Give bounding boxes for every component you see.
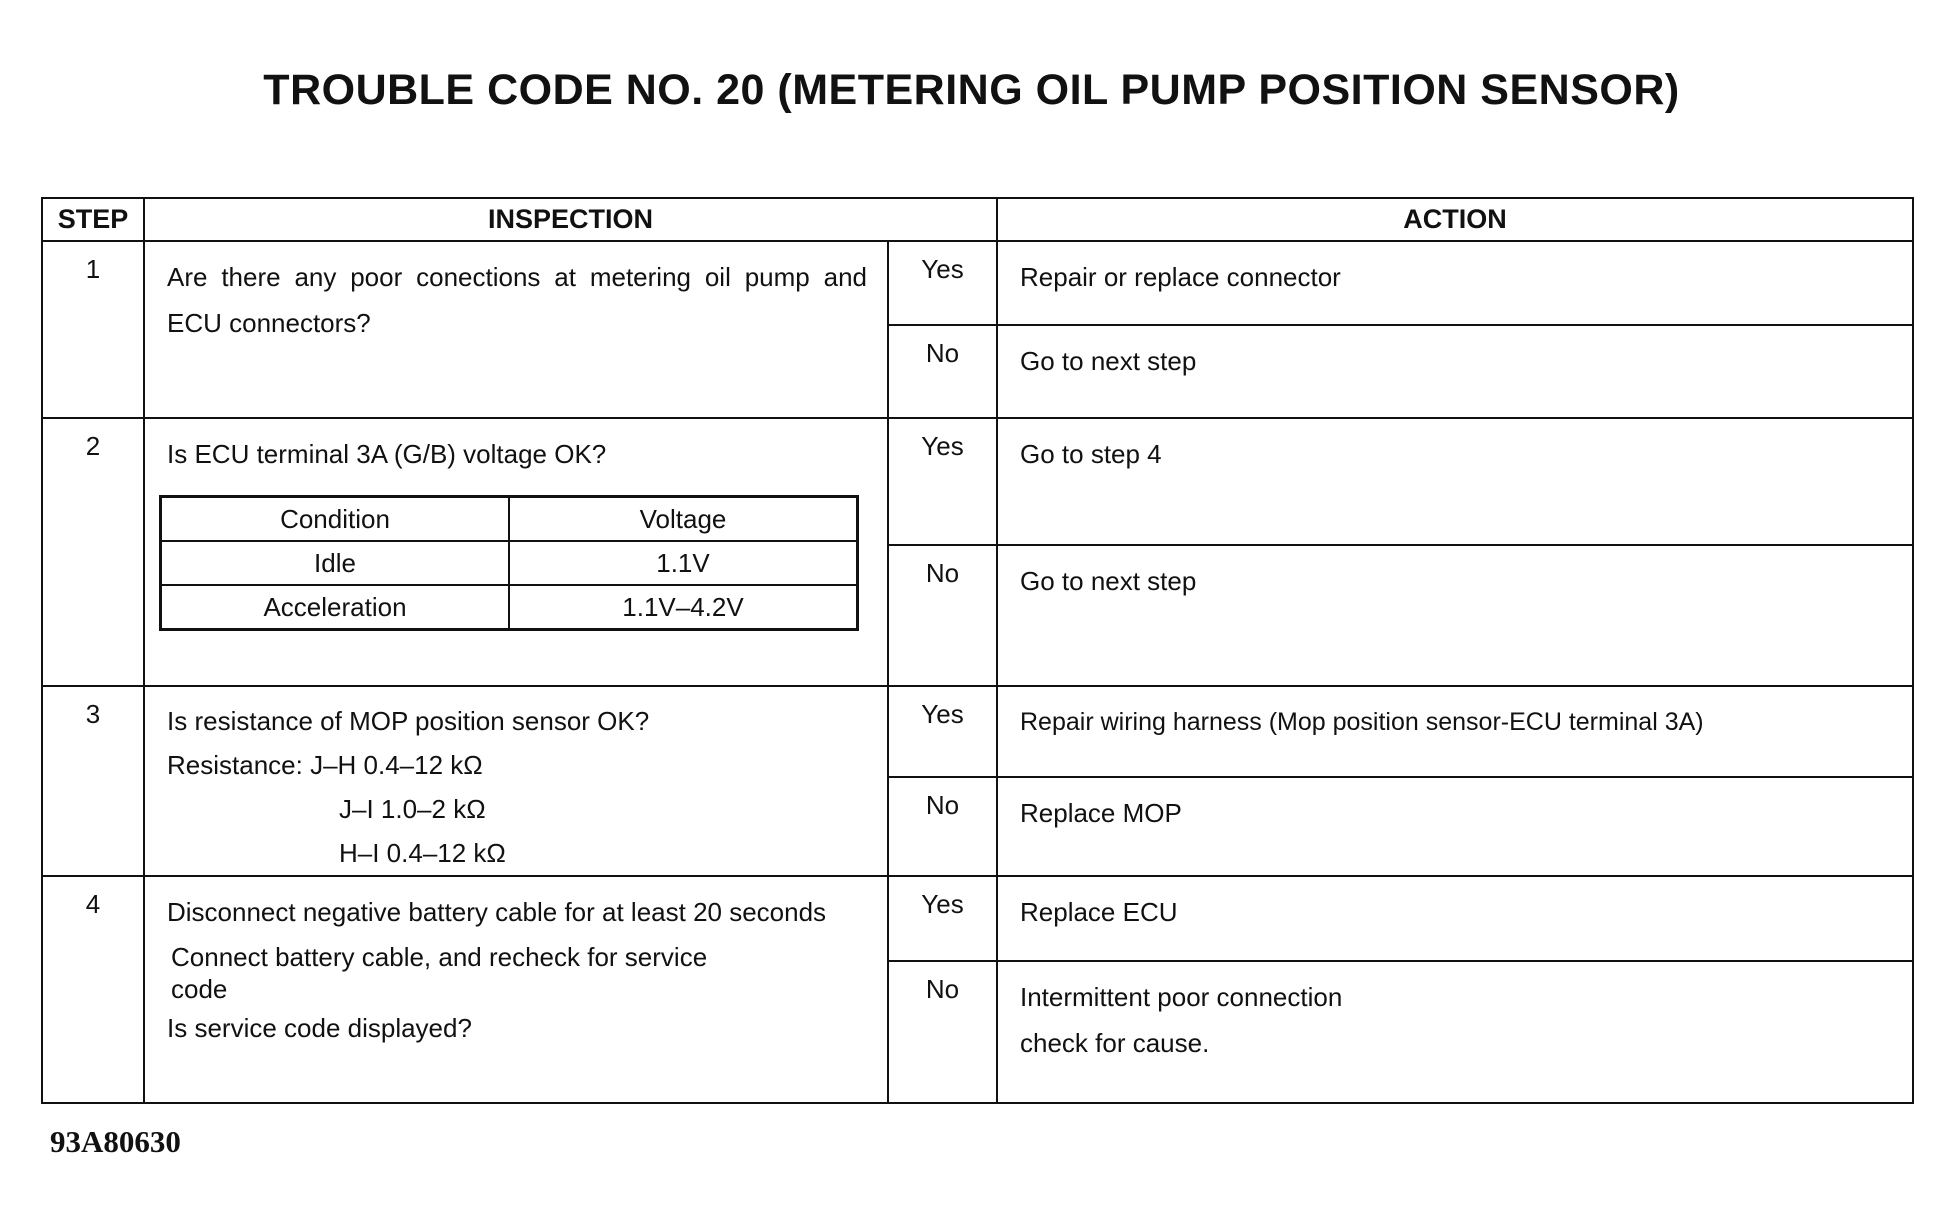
inspection-text: Disconnect negative battery cable for at… <box>167 897 827 927</box>
header-step: STEP <box>41 197 145 242</box>
header-row: STEP INSPECTION ACTION <box>41 197 1914 242</box>
no-action: Intermittent poor connection <box>1020 982 1343 1012</box>
table-row: No Go to next step <box>42 324 1914 419</box>
step-number: 1 <box>41 240 145 419</box>
yes-action: Repair wiring harness (Mop position sens… <box>996 685 1914 778</box>
page-title: TROUBLE CODE NO. 20 (METERING OIL PUMP P… <box>263 66 1680 114</box>
no-label: No <box>887 960 998 1104</box>
step-number: 4 <box>41 875 145 1104</box>
voltage-header-voltage: Voltage <box>508 495 859 542</box>
resistance-spec: H–I 0.4–12 kΩ <box>339 838 506 868</box>
resistance-spec: J–I 1.0–2 kΩ <box>339 794 486 824</box>
yes-label: Yes <box>887 685 998 778</box>
table-row: No Replace MOP <box>42 775 1914 878</box>
condition-cell: Idle <box>159 540 510 586</box>
table-row: 4 Disconnect negative battery cable for … <box>41 875 1914 1104</box>
table-row: No Intermittent poor connection check fo… <box>42 960 1914 1104</box>
table-row: 3 Is resistance of MOP position sensor O… <box>41 685 1914 877</box>
table-row: 1 Are there any poor conections at meter… <box>41 240 1914 419</box>
voltage-table: Condition Voltage Idle 1.1V Acceleration 1.… <box>159 495 859 631</box>
yes-action: Go to step 4 <box>996 417 1914 546</box>
inspection-cell: Is resistance of MOP position sensor OK?… <box>143 685 889 877</box>
troubleshooting-table: STEP INSPECTION ACTION 1 Are there any p… <box>41 197 1914 1104</box>
table-row: 2 Is ECU terminal 3A (G/B) voltage OK? C… <box>41 417 1914 687</box>
yes-action: Replace ECU <box>996 875 1914 962</box>
no-action: check for cause. <box>1020 1028 1210 1058</box>
yes-label: Yes <box>887 875 998 962</box>
table-row: No Go to next step <box>42 544 1914 687</box>
yes-label: Yes <box>887 240 998 326</box>
inspection-text: Are there any poor conections at meterin… <box>143 240 889 419</box>
no-action-cell: Intermittent poor connection check for c… <box>996 960 1914 1104</box>
no-action: Go to next step <box>996 324 1914 419</box>
inspection-text: Connect battery cable, and recheck for s… <box>171 942 708 1004</box>
no-action: Go to next step <box>996 544 1914 687</box>
step-number: 3 <box>41 685 145 877</box>
no-action: Replace MOP <box>996 775 1914 878</box>
inspection-text: Is resistance of MOP position sensor OK? <box>167 706 650 736</box>
voltage-cell: 1.1V <box>508 540 859 586</box>
voltage-cell: 1.1V–4.2V <box>508 584 859 631</box>
inspection-text: Is service code displayed? <box>167 1013 472 1043</box>
inspection-text: Is ECU terminal 3A (G/B) voltage OK? <box>167 439 607 469</box>
yes-action: Repair or replace connector <box>996 240 1914 326</box>
no-label: No <box>887 544 998 687</box>
header-inspection: INSPECTION <box>143 197 998 242</box>
no-label: No <box>887 775 998 878</box>
voltage-header-condition: Condition <box>159 495 510 542</box>
header-action: ACTION <box>996 197 1914 242</box>
inspection-cell: Disconnect negative battery cable for at… <box>143 875 889 1104</box>
no-label: No <box>887 324 998 419</box>
condition-cell: Acceleration <box>159 584 510 631</box>
inspection-cell: Is ECU terminal 3A (G/B) voltage OK? Con… <box>143 417 889 687</box>
step-number: 2 <box>41 417 145 687</box>
yes-label: Yes <box>887 417 998 546</box>
resistance-spec: Resistance: J–H 0.4–12 kΩ <box>167 750 483 780</box>
figure-code: 93A80630 <box>50 1124 181 1159</box>
